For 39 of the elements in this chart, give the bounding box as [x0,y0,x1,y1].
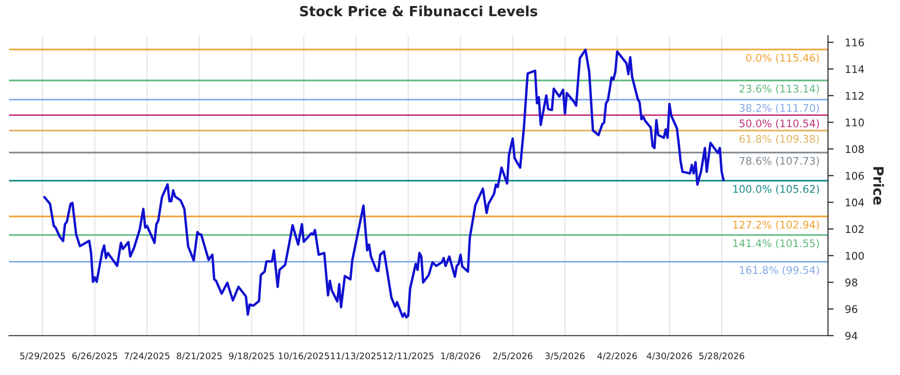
chart-title: Stock Price & Fibunacci Levels [300,6,538,16]
x-tick-label: 5/28/2026 [699,352,744,360]
ref-line-label: 141.4% (101.55) [733,239,819,248]
ref-line-label: 0.0% (115.46) [746,54,819,63]
ref-line-label: 127.2% (102.94) [733,220,819,230]
y-tick-label: 96 [845,305,858,314]
y-tick-label: 108 [846,145,864,154]
ref-line-label: 100.0% (105.62) [733,184,819,194]
x-tick-label: 10/16/2025 [278,352,329,360]
ref-line-label: 78.6% (107.73) [740,156,819,166]
y-tick-label: 110 [846,118,864,126]
y-tick-label: 102 [846,225,864,234]
y-tick-label: 106 [846,172,864,180]
y-tick-label: 100 [846,252,864,260]
x-tick-label: 3/5/2026 [545,352,585,360]
y-tick-label: 116 [846,38,864,46]
x-tick-label: 1/8/2026 [441,352,480,360]
y-tick-label: 114 [846,65,864,73]
line-series [43,48,725,319]
x-tick-label: 11/13/2025 [330,352,382,360]
x-tick-label: 8/21/2025 [176,352,222,360]
y-tick-label: 104 [846,198,864,206]
x-tick-label: 9/18/2025 [228,352,274,360]
x-tick-label: 2/5/2026 [493,352,532,360]
x-tick-label: 6/26/2025 [72,352,118,360]
x-tick-label: 5/29/2025 [20,352,65,360]
ref-line-label: 50.0% (110.54) [740,119,819,129]
x-tick-label: 7/24/2025 [124,352,170,360]
ref-line-label: 38.2% (111.70) [740,104,819,114]
y-tick-label: 94 [845,332,858,340]
ref-line-label: 23.6% (113.14) [740,84,819,94]
y-tick-label: 112 [846,92,864,100]
x-tick-label: 12/11/2025 [383,352,434,360]
ref-line-label: 61.8% (109.38) [740,134,819,144]
y-axis-title: Price [873,167,884,205]
x-tick-label: 4/2/2026 [597,352,637,360]
y-tick-label: 98 [845,278,858,286]
x-tick-label: 4/30/2026 [646,352,692,360]
ref-line-label: 161.8% (99.54) [740,266,819,276]
